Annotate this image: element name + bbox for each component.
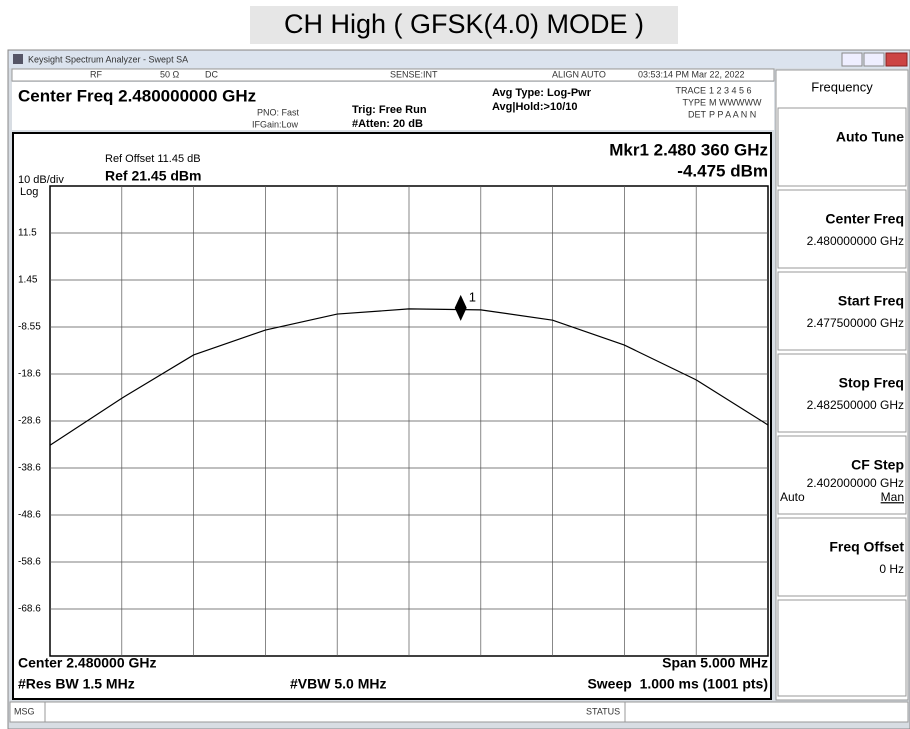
y-tick-label: -48.6 (18, 510, 41, 521)
scale: 10 dB/div (18, 174, 64, 186)
type: M WWWWW (709, 97, 762, 107)
softkey[interactable] (777, 107, 907, 187)
sweep: Sweep 1.000 ms (1001 pts) (587, 676, 768, 692)
softkey[interactable] (777, 599, 907, 697)
softkey-option: Auto (780, 490, 805, 504)
vbw: #VBW 5.0 MHz (290, 676, 386, 692)
center: Center 2.480000 GHz (18, 655, 157, 671)
y-tick-label: -58.6 (18, 557, 41, 568)
softkey-label: Start Freq (838, 293, 904, 309)
plot: 11.5 1.45 -8.55 -18.6 -28.6 -38.6 -48.6 -58.6 -6… (18, 185, 769, 657)
impedance: 50 Ω (160, 69, 180, 79)
menu-title: Frequency (811, 79, 873, 94)
trace-label: TRACE (675, 85, 706, 95)
y-tick-label: 11.5 (18, 228, 37, 239)
type-label: TYPE (682, 97, 706, 107)
atten: #Atten: 20 dB (352, 118, 423, 130)
header-panel (12, 82, 774, 130)
msg: MSG (14, 706, 35, 716)
y-tick-label: -38.6 (18, 463, 41, 474)
minimize-button[interactable] (841, 52, 863, 67)
softkey-value: 0 Hz (879, 562, 904, 576)
avg-hold: Avg|Hold:>10/10 (492, 101, 578, 113)
marker (454, 294, 467, 321)
status-bar (9, 701, 909, 723)
close-button[interactable] (885, 52, 908, 67)
y-tick-label: -8.55 (18, 322, 41, 333)
align: ALIGN AUTO (552, 69, 606, 79)
sense: SENSE:INT (390, 69, 438, 79)
ref-level: Ref 21.45 dBm (105, 168, 201, 184)
softkey-label: Stop Freq (839, 375, 904, 391)
y-tick-label: -28.6 (18, 416, 41, 427)
page-title: CH High ( GFSK(4.0) MODE ) (284, 9, 644, 39)
marker-freq: Mkr1 2.480 360 GHz (609, 140, 768, 159)
trace: 1 2 3 4 5 6 (709, 85, 752, 95)
softkey[interactable] (777, 517, 907, 597)
softkey-label: Center Freq (825, 211, 904, 227)
title-box (250, 6, 678, 44)
softkey[interactable] (777, 271, 907, 351)
pno: PNO: Fast (257, 107, 300, 117)
ref-offset: Ref Offset 11.45 dB (105, 153, 201, 165)
marker-level: -4.475 dBm (677, 161, 768, 180)
rbw: #Res BW 1.5 MHz (18, 676, 135, 692)
softkey[interactable] (777, 435, 907, 515)
softkey-label: Freq Offset (829, 539, 904, 555)
window-title: Keysight Spectrum Analyzer - Swept SA (28, 54, 188, 64)
status-row (11, 68, 775, 82)
det-label: DET (688, 109, 707, 119)
y-tick-label: -18.6 (18, 369, 41, 380)
coupling: DC (205, 69, 218, 79)
y-tick-label: -68.6 (18, 604, 41, 615)
softkey-option: Man (881, 490, 904, 504)
softkey-value: 2.482500000 GHz (807, 398, 904, 412)
ifgain: IFGain:Low (252, 119, 299, 129)
span: Span 5.000 MHz (662, 655, 768, 671)
maximize-button[interactable] (863, 52, 885, 67)
log: Log (20, 186, 38, 198)
marker-label: 1 (469, 289, 476, 304)
softkey[interactable] (777, 189, 907, 269)
softkey-value: 2.402000000 GHz (807, 476, 904, 490)
softkey-label: CF Step (851, 457, 904, 473)
trig: Trig: Free Run (352, 104, 427, 116)
plot-panel (12, 132, 772, 700)
y-tick-label: 1.45 (18, 275, 38, 286)
rf: RF (90, 69, 102, 79)
status: STATUS (586, 706, 620, 716)
softkey-value: 2.477500000 GHz (807, 316, 904, 330)
trace (49, 308, 769, 446)
softkey-label: Auto Tune (836, 129, 904, 145)
center-freq-header: Center Freq 2.480000000 GHz (18, 86, 256, 105)
avg-type: Avg Type: Log-Pwr (492, 87, 592, 99)
softkey[interactable] (777, 353, 907, 433)
softkey-value: 2.480000000 GHz (807, 234, 904, 248)
softkeys: Auto Tune Center Freq 2.480000000 GHz Start… (777, 107, 907, 697)
datetime: 03:53:14 PM Mar 22, 2022 (638, 69, 745, 79)
app-icon (13, 54, 23, 64)
det: P P A A N N (709, 109, 756, 119)
title-bar (9, 51, 909, 68)
